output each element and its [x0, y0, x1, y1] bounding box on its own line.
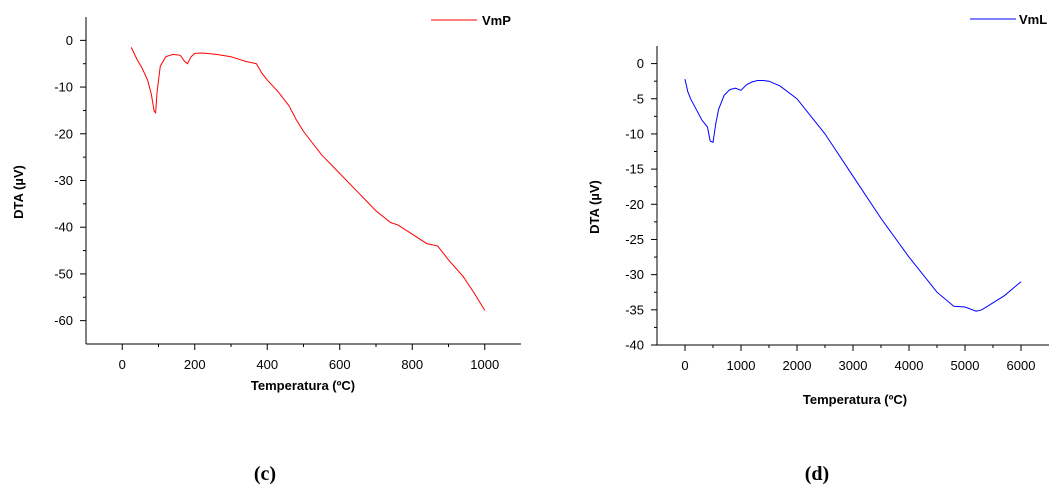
- x-tick-label: 800: [401, 357, 423, 372]
- x-tick-label: 0: [119, 357, 126, 372]
- x-tick-label: 0: [681, 358, 688, 373]
- x-tick-label: 5000: [951, 358, 980, 373]
- y-tick-label: -25: [625, 232, 644, 247]
- chart-c: 0 -10 -20 -30 -40 -50 -60 0 200 400 600 800 1000 Vm…: [11, 13, 521, 485]
- y-tick-label: -5: [632, 91, 644, 106]
- y-tick-label: -40: [625, 338, 644, 353]
- x-ticks: 0 200 400 600 800 1000: [119, 344, 499, 372]
- y-tick-label: -60: [54, 313, 73, 328]
- vml-series-line: [684, 78, 1022, 312]
- x-tick-label: 4000: [895, 358, 924, 373]
- y-tick-label: -10: [625, 126, 644, 141]
- y-tick-label: -50: [54, 266, 73, 281]
- x-axis-label: Temperatura (ºC): [251, 378, 355, 393]
- x-tick-label: 600: [329, 357, 351, 372]
- y-tick-label: -30: [625, 267, 644, 282]
- y-tick-label: -15: [625, 162, 644, 177]
- x-tick-label: 2000: [783, 358, 812, 373]
- vmp-series-line: [130, 47, 486, 311]
- x-tick-label: 400: [256, 357, 278, 372]
- y-tick-label: -35: [625, 302, 644, 317]
- x-tick-label: 1000: [727, 358, 756, 373]
- caption-c: (c): [254, 463, 276, 485]
- x-ticks: 0 1000 2000 3000 4000 5000 6000: [681, 345, 1035, 373]
- y-axis-label: DTA (µV): [587, 180, 602, 234]
- x-tick-label: 1000: [470, 357, 499, 372]
- y-tick-label: -20: [54, 126, 73, 141]
- y-axis-label: DTA (µV): [11, 165, 26, 219]
- y-tick-label: -10: [54, 80, 73, 95]
- y-tick-label: 0: [66, 33, 73, 48]
- caption-d: (d): [805, 463, 829, 485]
- y-tick-label: 0: [637, 56, 644, 71]
- y-tick-label: -30: [54, 173, 73, 188]
- y-tick-label: -40: [54, 220, 73, 235]
- chart-d: 0 -5 -10 -15 -20 -25 -30 -35 -40 0 1000 2000 3000 40…: [587, 12, 1049, 485]
- x-tick-label: 200: [184, 357, 206, 372]
- x-axis-label: Temperatura (ºC): [803, 392, 907, 407]
- x-tick-label: 6000: [1007, 358, 1036, 373]
- legend-label-vml: VmL: [1019, 12, 1047, 27]
- x-tick-label: 3000: [839, 358, 868, 373]
- y-ticks: 0 -10 -20 -30 -40 -50 -60: [54, 33, 86, 328]
- legend-label-vmp: VmP: [482, 13, 511, 28]
- y-ticks: 0 -5 -10 -15 -20 -25 -30 -35 -40: [625, 56, 657, 353]
- y-tick-label: -20: [625, 197, 644, 212]
